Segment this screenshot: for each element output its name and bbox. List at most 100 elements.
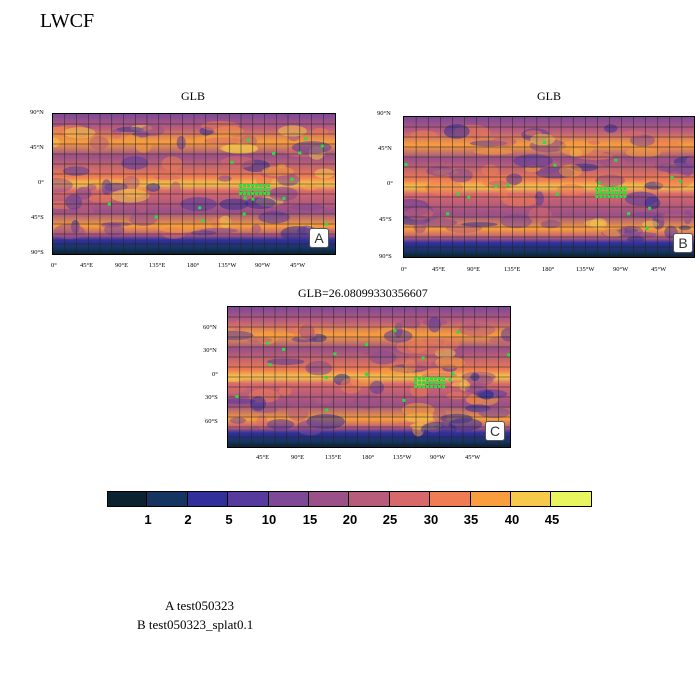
field-blob (218, 175, 232, 182)
station-marker (623, 195, 627, 198)
station-marker (255, 192, 259, 195)
field-blob (502, 195, 538, 207)
station-marker (365, 343, 369, 347)
station-marker (290, 177, 294, 181)
field-blob (261, 166, 294, 177)
station-marker (614, 158, 618, 162)
panel-b-map: B (403, 116, 695, 258)
station-marker (467, 195, 471, 199)
station-marker (438, 377, 442, 380)
station-marker (404, 163, 408, 167)
field-blob (220, 156, 255, 169)
field-blob (65, 194, 83, 210)
field-blob (473, 149, 514, 155)
panel-c-lon-tick: 45°E (256, 454, 270, 461)
field-blob (448, 418, 483, 431)
field-blob (158, 224, 197, 233)
colorbar (107, 491, 592, 507)
field-blob (256, 414, 268, 429)
field-blob (258, 211, 290, 224)
station-marker (623, 191, 627, 194)
panel-a-map-canvas (53, 114, 335, 254)
station-marker (422, 377, 426, 380)
panel-b-lon-tick: 45°E (432, 266, 446, 273)
station-marker (611, 187, 615, 190)
panel-a-lon-tick: 45°E (80, 262, 94, 269)
colorbar-swatch (228, 491, 269, 507)
field-blob (84, 169, 125, 175)
panel-b-lat-tick: 90°N (377, 110, 391, 117)
station-marker (243, 188, 247, 191)
panel-c-lat-tick: 60°N (203, 324, 217, 331)
field-blob (407, 340, 447, 355)
field-blob (228, 377, 243, 383)
panel-c-lon-tick: 135°E (325, 454, 342, 461)
field-blob (417, 217, 458, 228)
station-marker (267, 188, 271, 191)
panel-a-lat-tick: 0° (38, 179, 44, 186)
station-marker (243, 184, 247, 187)
panel-a-tag: A (309, 228, 329, 248)
station-marker (611, 195, 615, 198)
field-blob (595, 174, 625, 187)
field-blob (63, 127, 96, 139)
station-marker (448, 378, 452, 382)
station-marker (434, 377, 438, 380)
panel-b-map-canvas (404, 117, 694, 257)
station-marker (456, 192, 460, 196)
station-marker (619, 195, 623, 198)
panel-c-title: GLB=26.08099330356607 (298, 286, 428, 300)
panel-b-lon-tick: 180° (542, 266, 555, 273)
station-marker (438, 381, 442, 384)
colorbar-swatch (430, 491, 471, 507)
field-blob (464, 385, 487, 394)
panel-c-map: C (227, 306, 511, 448)
station-marker (603, 195, 607, 198)
station-marker (251, 197, 255, 201)
field-blob (420, 421, 457, 438)
panel-b-lat-tick: 90°S (379, 253, 392, 260)
station-marker (418, 377, 422, 380)
colorbar-label: 10 (261, 512, 277, 527)
station-marker (603, 191, 607, 194)
station-marker (421, 356, 425, 360)
panel-b-lat-tick: 0° (387, 180, 393, 187)
field-blob (187, 154, 214, 159)
field-blob (287, 405, 309, 422)
panel-a-lat-tick: 45°N (30, 144, 44, 151)
field-blob (228, 398, 256, 404)
station-marker (553, 163, 557, 167)
colorbar-swatch (107, 491, 148, 507)
field-blob (89, 136, 109, 150)
field-blob (176, 136, 186, 150)
panel-c-lon-tick: 90°E (291, 454, 305, 461)
station-marker (272, 151, 276, 155)
station-marker (325, 222, 328, 226)
station-marker (599, 187, 603, 190)
field-blob (53, 137, 60, 148)
station-marker (430, 385, 434, 388)
panel-b-title: GLB (537, 89, 561, 103)
field-blob (278, 125, 307, 137)
field-blob (534, 191, 544, 206)
colorbar-swatch (349, 491, 390, 507)
station-marker (595, 187, 599, 190)
panel-a-lon-tick: 135°E (149, 262, 166, 269)
colorbar-swatch (389, 491, 431, 507)
colorbar-swatch (268, 491, 309, 507)
field-blob (513, 154, 553, 168)
field-blob (363, 350, 393, 356)
colorbar-swatch (510, 491, 552, 507)
station-marker (555, 192, 559, 196)
field-blob (86, 183, 97, 191)
station-marker (402, 398, 406, 402)
station-marker (267, 184, 271, 187)
field-blob (478, 407, 510, 418)
field-blob (318, 200, 335, 207)
field-blob (608, 158, 626, 168)
field-blob (299, 324, 315, 339)
station-marker (506, 183, 510, 187)
field-blob (559, 140, 594, 156)
station-marker (678, 179, 682, 183)
field-blob (451, 382, 468, 388)
